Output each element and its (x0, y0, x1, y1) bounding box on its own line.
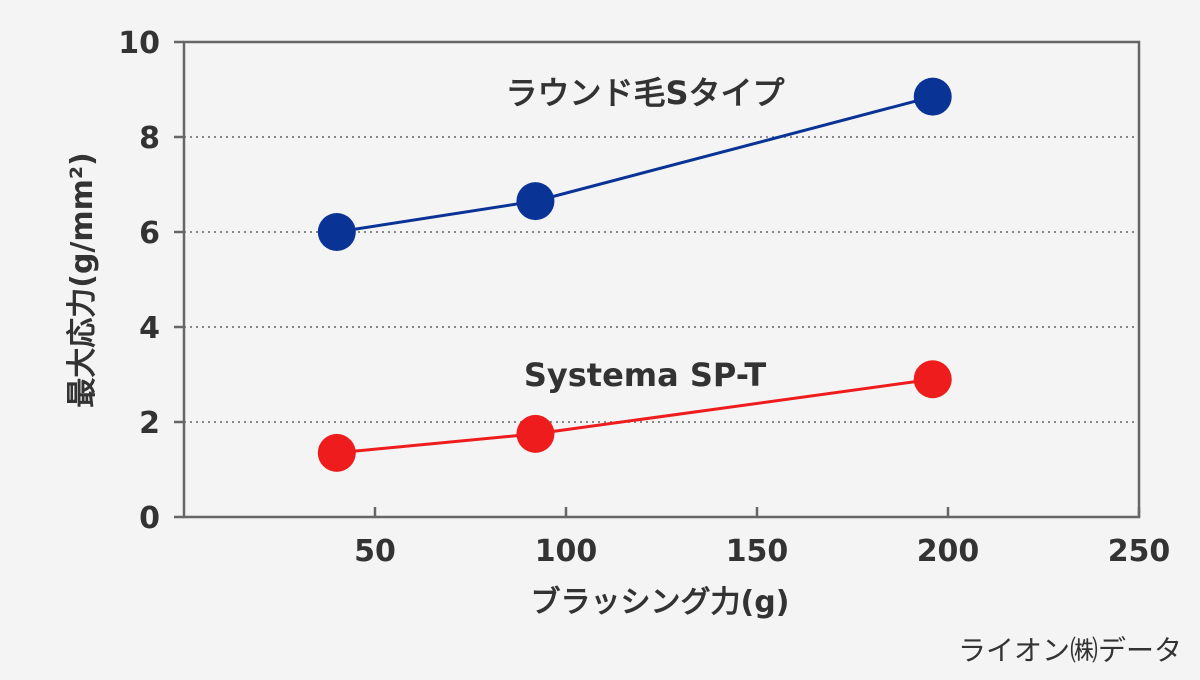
data-point-0-2 (913, 77, 952, 116)
y-tick-label-2: 2 (139, 406, 160, 441)
plot-frame (182, 40, 1141, 519)
y-axis-ticks: 0 2 4 6 8 10 (118, 26, 184, 536)
series-layer (317, 77, 952, 472)
y-tick-label-4: 4 (139, 311, 160, 346)
x-tick-label-250: 250 (1108, 534, 1171, 569)
data-point-0-0 (317, 213, 356, 251)
series-0 (317, 77, 952, 251)
x-tick-label-100: 100 (535, 534, 598, 569)
series-label-systema: Systema SP-T (524, 356, 767, 394)
y-axis-title: 最大応力(g/mm²) (65, 152, 100, 408)
x-tick-label-200: 200 (917, 534, 980, 569)
x-axis-title: ブラッシング力(g) (531, 585, 790, 620)
x-tick-label-50: 50 (354, 534, 396, 569)
series-1 (317, 360, 952, 472)
source-note: ライオン㈱データ (958, 634, 1182, 667)
y-tick-label-0: 0 (139, 501, 160, 536)
data-point-1-0 (317, 433, 356, 472)
data-point-1-1 (516, 414, 555, 453)
x-tick-label-150: 150 (726, 534, 789, 569)
data-point-1-2 (913, 360, 952, 399)
y-tick-label-6: 6 (139, 216, 160, 251)
data-point-0-1 (516, 182, 555, 221)
y-tick-label-8: 8 (139, 121, 160, 156)
x-axis-ticks: 50 100 150 200 250 (354, 507, 1170, 569)
y-tick-label-10: 10 (118, 26, 160, 61)
series-label-round-s-type: ラウンド毛Sタイプ (505, 74, 785, 112)
